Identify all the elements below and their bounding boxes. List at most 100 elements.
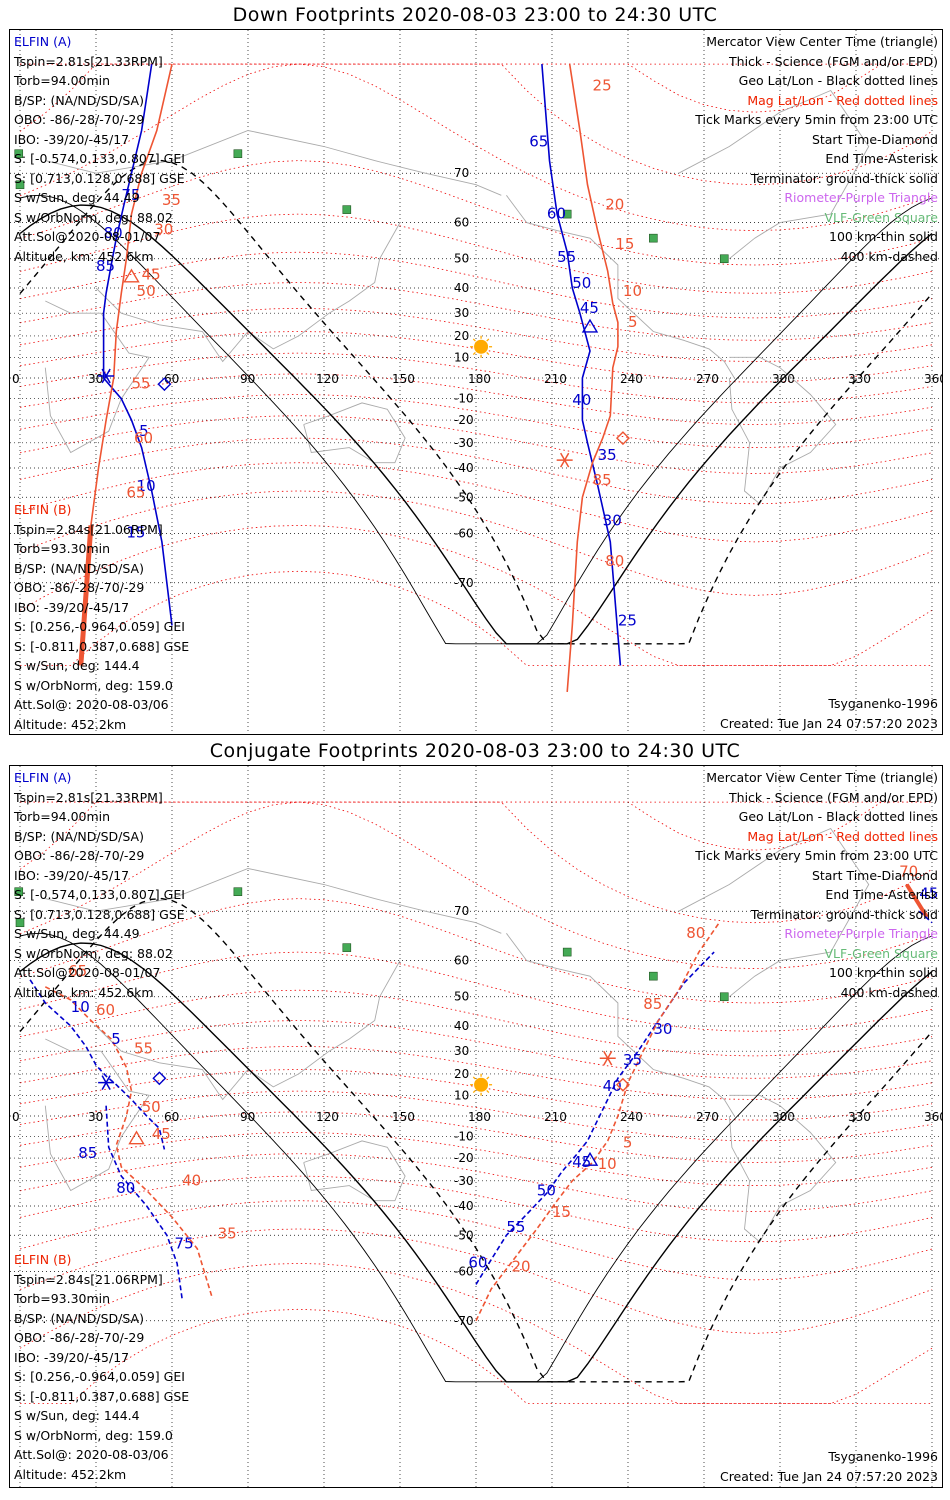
legend-geo: Geo Lat/Lon - Black dotted lines — [738, 73, 938, 88]
lat-tick-label: 50 — [454, 990, 469, 1004]
lon-tick-label: 360 — [924, 1110, 942, 1124]
vlf-station-marker — [562, 209, 572, 219]
lat-tick-label: -10 — [454, 1130, 474, 1144]
elfin-a-tick-label: 45 — [572, 1153, 591, 1171]
elfin-b-tick-label: 65 — [126, 483, 145, 501]
elfin-b-s-gei: S: [0.256,-0.964,0.059] GEI — [14, 619, 185, 634]
elfin-a-start-diamond — [152, 1071, 167, 1086]
lat-tick-label: -20 — [454, 413, 474, 427]
lat-tick-label: -50 — [454, 1228, 474, 1242]
mag-lat-line — [19, 251, 933, 319]
elfin-a-tick-label: 30 — [653, 1020, 672, 1038]
elfin-b-footprint-track — [44, 986, 214, 1299]
vlf-station-marker — [15, 918, 25, 928]
coastline — [728, 1094, 837, 1243]
legend-riometer: Riometer-Purple Triangle — [784, 926, 938, 941]
mag-lat-line — [19, 1175, 933, 1243]
lon-tick-label: 120 — [316, 372, 339, 386]
elfin-a-footprint-track-tail — [105, 1105, 183, 1299]
legend-geo: Geo Lat/Lon - Black dotted lines — [738, 809, 938, 824]
lon-tick-label: 210 — [544, 372, 567, 386]
down-title: Down Footprints 2020-08-03 23:00 to 24:3… — [232, 4, 718, 26]
terminator-100km — [19, 194, 933, 645]
elfin-a-info-conj: ELFIN (A) Tspin=2.81s[21.33RPM] Torb=94.… — [14, 768, 185, 1002]
legend-view: Mercator View Center Time (triangle) — [706, 770, 938, 785]
lat-tick-label: 10 — [454, 1088, 469, 1102]
legend-start: Start Time-Diamond — [811, 131, 938, 147]
elfin-b-center-triangle — [128, 1130, 145, 1145]
elfin-a-tick-label: 55 — [557, 248, 576, 266]
lon-tick-label: 210 — [544, 1110, 567, 1124]
lon-tick-label: 30 — [88, 1110, 103, 1124]
legend-end: End Time-Asterisk — [825, 151, 938, 166]
elfin-b-tick-label: 20 — [511, 1257, 530, 1275]
lat-tick-label: -40 — [454, 461, 474, 475]
elfin-a-tick-label: 45 — [919, 885, 938, 903]
lat-tick-label: -20 — [454, 1151, 474, 1165]
elfin-b-attsol: Att.Sol@: 2020-08-03/06 — [14, 1447, 169, 1462]
lat-tick-label: -60 — [454, 526, 474, 540]
footer-right: Tsyganenko-1996 Created: Tue Jan 24 07:5… — [720, 694, 938, 733]
coastline — [95, 222, 401, 363]
elfin-b-bsp: B/SP: (NA/ND/SD/SA) — [14, 1310, 144, 1326]
vlf-station-marker — [15, 180, 25, 190]
legend-view: Mercator View Center Time (triangle) — [706, 34, 938, 49]
lon-tick-label: 240 — [620, 1110, 643, 1124]
elfin-a-torb: Torb=94.00min — [14, 809, 111, 824]
legend-mag: Mag Lat/Lon - Red dotted lines — [747, 92, 938, 108]
conjugate-footprint-map-panel: 0306090120150180210240270300330360706050… — [9, 765, 943, 1488]
elfin-a-tick-label: 85 — [78, 1144, 97, 1162]
elfin-a-tick-label: 10 — [71, 998, 90, 1016]
elfin-a-end-asterisk — [98, 1075, 115, 1090]
coastline — [44, 300, 150, 454]
lat-tick-label: -30 — [454, 1174, 474, 1188]
elfin-a-ibo: IBO: -39/20/-45/17 — [14, 867, 130, 883]
elfin-a-tick-label: 75 — [175, 1235, 194, 1253]
coastline — [678, 827, 870, 998]
map-legend-conj: Mercator View Center Time (triangle) Thi… — [695, 768, 938, 1002]
elfin-b-attsol: Att.Sol@: 2020-08-03/06 — [14, 697, 169, 712]
elfin-a-info: ELFIN (A) Tspin=2.81s[21.33RPM] Torb=94.… — [14, 32, 185, 266]
elfin-b-start-diamond — [615, 431, 630, 446]
elfin-b-bsp: B/SP: (NA/ND/SD/SA) — [14, 560, 144, 576]
lat-tick-label: 60 — [454, 954, 469, 968]
elfin-a-bsp: B/SP: (NA/ND/SD/SA) — [14, 92, 144, 108]
lat-tick-label: -40 — [454, 1199, 474, 1213]
legend-400km: 400 km-dashed — [840, 248, 938, 264]
elfin-a-tick-label: 80 — [116, 1179, 135, 1197]
footer-model: Tsyganenko-1996 — [828, 696, 938, 711]
sun-ray — [472, 338, 476, 342]
lon-tick-label: 0 — [12, 1110, 20, 1124]
elfin-b-tick-label: 10 — [598, 1155, 617, 1173]
legend-end: End Time-Asterisk — [825, 887, 938, 902]
terminator-100km — [19, 932, 933, 1383]
legend-vlf: VLF-Green Square — [824, 209, 938, 225]
legend-terminator: Terminator: ground-thick solid — [750, 170, 938, 186]
elfin-b-info: ELFIN (B) Tspin=2.84s[21.06RPM] Torb=93.… — [14, 500, 189, 734]
elfin-a-tick-label: 75 — [121, 186, 140, 204]
mag-lat-line — [19, 1020, 933, 1079]
elfin-b-torb: Torb=93.30min — [14, 1291, 111, 1306]
elfin-b-name: ELFIN (B) — [14, 502, 72, 517]
elfin-a-s-sun: S w/Sun, deg: 44.49 — [14, 926, 140, 941]
lat-tick-label: 50 — [454, 252, 469, 266]
elfin-b-tick-label: 10 — [623, 282, 642, 300]
down-map-canvas: 0306090120150180210240270300330360706050… — [10, 30, 942, 734]
vlf-station-marker — [649, 971, 658, 981]
coastline — [303, 1140, 406, 1202]
sun-icon — [474, 1077, 489, 1092]
lon-tick-label: 330 — [848, 1110, 871, 1124]
elfin-a-bsp: B/SP: (NA/ND/SD/SA) — [14, 828, 144, 844]
elfin-a-name: ELFIN (A) — [14, 770, 72, 785]
mag-lat-line — [19, 1045, 933, 1100]
elfin-a-tick-label: 60 — [547, 204, 566, 222]
elfin-a-s-gei: S: [-0.574,0.133,0.807] GEI — [14, 151, 185, 166]
elfin-a-footprint-track-2 — [475, 951, 715, 1285]
sun-icon — [474, 339, 489, 354]
coastline — [95, 960, 401, 1101]
sun-ray — [472, 1089, 476, 1093]
terminator-400km — [19, 897, 933, 1383]
elfin-b-tick-label: 55 — [134, 1040, 153, 1058]
terminator-ground — [19, 204, 933, 645]
conj-title: Conjugate Footprints 2020-08-03 23:00 to… — [209, 740, 741, 762]
